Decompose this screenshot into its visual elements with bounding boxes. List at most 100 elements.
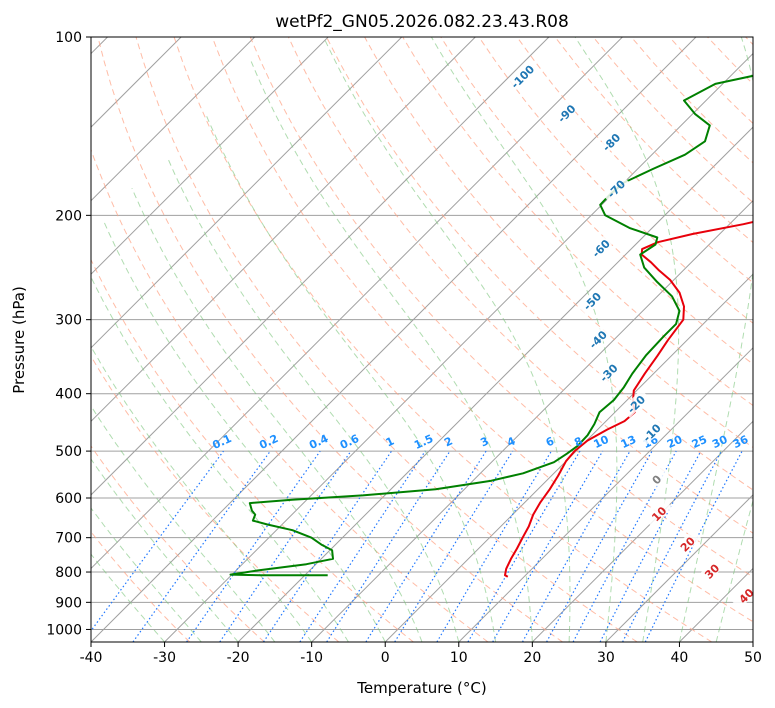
x-axis: -40 -30 -20 -10 0 10 20 30 40 50 — [80, 642, 762, 666]
dry-adiabat — [91, 148, 489, 642]
dry-adiabat — [516, 37, 753, 284]
dry-adiabat — [745, 37, 753, 46]
mixing-ratio-label: 25 — [690, 433, 709, 451]
mixing-ratio-line — [365, 450, 487, 642]
dry-adiabat — [478, 37, 753, 324]
isotherm-line — [384, 273, 753, 642]
dry-adiabat — [249, 37, 753, 578]
x-tick-label: 30 — [597, 650, 615, 666]
moist-adiabat — [678, 37, 753, 642]
moist-adiabat — [131, 187, 423, 642]
dry-adiabat — [97, 37, 563, 642]
mixing-ratio-line — [186, 450, 321, 642]
mixing-ratio-label: 3 — [478, 434, 490, 449]
moist-adiabat — [323, 37, 571, 642]
mixing-ratio-label: 20 — [665, 433, 685, 451]
isotherm-label-bg — [672, 529, 701, 558]
y-tick-label: 200 — [55, 208, 82, 224]
y-tick-label: 500 — [55, 444, 82, 460]
mixing-ratio-label: 10 — [591, 433, 611, 451]
x-tick-label: 50 — [744, 650, 762, 666]
y-tick-label: 100 — [55, 30, 82, 46]
isotherm-label-bg — [507, 61, 536, 91]
x-tick-label: -30 — [153, 650, 176, 666]
isotherm-label-bg — [551, 98, 581, 127]
dry-adiabat — [326, 37, 753, 491]
y-tick-label: 400 — [55, 387, 82, 403]
mixing-ratio-line — [91, 450, 224, 632]
mixing-ratio-label: 0.1 — [210, 432, 233, 452]
isotherm-label-bg — [601, 174, 630, 203]
mixing-ratio-label: 1 — [384, 434, 396, 449]
moist-adiabat — [91, 275, 349, 642]
isotherm-line — [752, 641, 753, 642]
isotherm-label-bg — [586, 233, 615, 262]
mixing-ratio-line — [219, 450, 352, 642]
x-tick-label: -40 — [80, 650, 103, 666]
y-tick-label: 1000 — [46, 622, 82, 638]
isotherm-label-bg — [593, 358, 623, 387]
moist-adiabat — [91, 345, 313, 642]
mixing-ratio-line — [326, 450, 451, 642]
isotherm-label-bg — [636, 417, 666, 447]
mixing-ratio-line — [132, 450, 271, 642]
dry-adiabat — [707, 37, 753, 85]
moist-adiabat — [91, 405, 276, 642]
isotherm-label-bg — [697, 556, 726, 585]
y-tick-label: 600 — [55, 491, 82, 507]
plot-area: 0.1 0.2 0.4 0.6 1 1.5 2 3 4 6 8 10 13 16 20 25 30 36 -100… — [91, 37, 753, 642]
dry-adiabat — [554, 37, 753, 244]
x-tick-label: 10 — [450, 650, 468, 666]
moist-adiabat — [167, 157, 460, 642]
isotherm-label-bg — [644, 499, 673, 528]
dry-adiabat — [91, 445, 265, 642]
mixing-ratio-line — [299, 450, 426, 642]
y-tick-label: 300 — [55, 313, 82, 329]
chart-title: wetPf2_GN05.2026.082.23.43.R08 — [275, 12, 569, 32]
mixing-ratio-line — [521, 450, 631, 642]
mixing-ratio-line — [572, 450, 677, 642]
y-tick-label: 700 — [55, 531, 82, 547]
dry-adiabat — [91, 258, 414, 642]
isotherm-line — [91, 37, 329, 275]
moist-adiabat — [250, 61, 533, 642]
moist-adiabat — [91, 553, 165, 642]
moist-adiabat — [574, 37, 680, 642]
isotherm-line — [531, 420, 753, 642]
dry-adiabat — [91, 355, 340, 642]
isotherm-line — [311, 199, 753, 642]
mixing-ratio-line — [262, 450, 392, 642]
isotherm-line — [91, 37, 623, 570]
x-tick-label: 40 — [671, 650, 689, 666]
x-tick-label: 0 — [381, 650, 390, 666]
mixing-ratio-line — [467, 450, 581, 642]
isotherm-line — [605, 494, 753, 642]
isotherm-label-bg — [583, 324, 612, 353]
x-axis-label: Temperature (°C) — [356, 679, 486, 697]
x-tick-label: 20 — [523, 650, 541, 666]
y-axis-label: Pressure (hPa) — [10, 286, 28, 394]
moist-adiabat — [715, 498, 753, 642]
moist-adiabat — [430, 37, 618, 642]
dry-adiabat — [211, 37, 753, 623]
moist-adiabat — [103, 221, 386, 642]
x-tick-label: -20 — [227, 650, 250, 666]
moist-adiabat — [91, 507, 202, 642]
mixing-ratio-line — [394, 450, 514, 642]
isotherm-label-bg — [641, 464, 671, 493]
x-tick-label: -10 — [300, 650, 323, 666]
temperature-trace — [504, 220, 753, 578]
y-tick-label: 800 — [55, 565, 82, 581]
plot-frame — [90, 36, 754, 643]
mixing-ratio-label: 30 — [710, 433, 730, 451]
mixing-ratio-label: 36 — [731, 433, 751, 451]
mixing-ratio-label: 0.2 — [257, 432, 280, 452]
isotherm-line — [91, 37, 256, 202]
mixing-ratio-line — [644, 450, 743, 642]
isotherm-line — [458, 347, 753, 642]
y-axis: 100 200 300 400 500 600 700 800 900 1000 — [46, 30, 91, 638]
dry-adiabat — [135, 37, 638, 642]
mixing-ratio-line — [546, 450, 653, 642]
isotherm-line — [91, 37, 476, 423]
